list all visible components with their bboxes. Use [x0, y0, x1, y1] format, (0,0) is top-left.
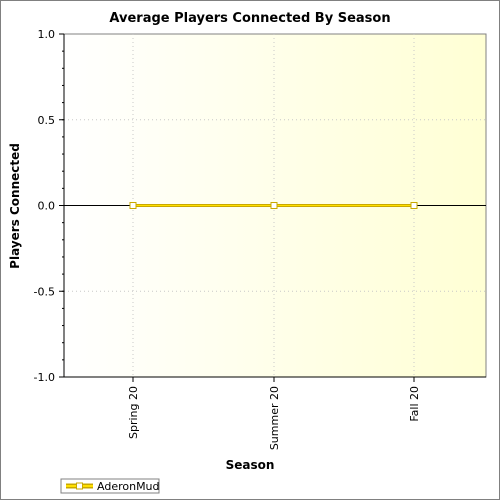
data-point	[270, 202, 278, 209]
y-tick-label: 0.5	[38, 114, 56, 127]
series-group	[129, 202, 418, 209]
y-tick-label: -0.5	[34, 285, 55, 298]
legend-label-aderonmud: AderonMud	[97, 480, 160, 493]
data-point	[129, 202, 137, 209]
legend: AderonMud	[60, 478, 160, 494]
x-axis-title: Season	[226, 458, 275, 472]
x-axis: Spring 20 Summer 20 Fall 20	[64, 376, 486, 450]
y-tick-label: -1.0	[34, 371, 55, 384]
data-point	[410, 202, 418, 209]
y-axis-title: Players Connected	[8, 143, 22, 269]
y-tick-label: 1.0	[38, 28, 56, 41]
legend-box	[60, 478, 160, 494]
y-axis: 1.0 0.5 0.0 -0.5 -1.0	[34, 28, 65, 384]
x-tick-label: Summer 20	[268, 386, 281, 450]
chart-title: Average Players Connected By Season	[109, 11, 390, 26]
legend-swatch-marker	[76, 482, 83, 490]
y-tick-label: 0.0	[38, 200, 56, 213]
x-tick-label: Spring 20	[127, 386, 140, 439]
x-tick-label: Fall 20	[408, 386, 421, 422]
legend-swatch-aderonmud	[66, 482, 93, 490]
